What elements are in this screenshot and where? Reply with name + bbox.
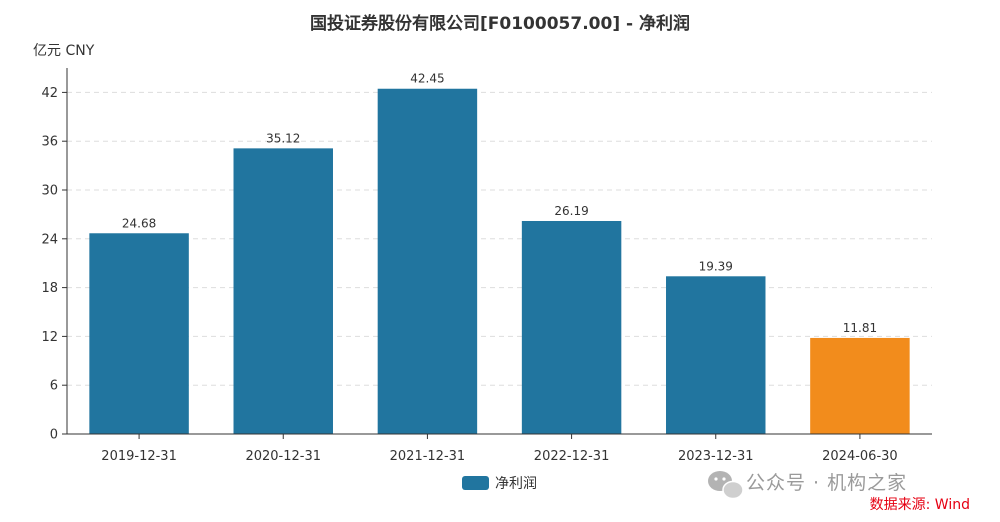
data-label: 19.39: [699, 259, 733, 273]
y-tick-label: 24: [41, 232, 58, 247]
legend-label: 净利润: [495, 476, 537, 492]
y-axis-unit: 亿元 CNY: [33, 43, 95, 59]
y-tick-label: 18: [41, 281, 58, 296]
y-tick-label: 42: [41, 86, 58, 101]
chart-title: 国投证券股份有限公司[F0100057.00] - 净利润: [310, 13, 690, 34]
wechat-icon: [708, 471, 744, 500]
data-label: 42.45: [410, 72, 444, 86]
x-tick-label: 2021-12-31: [390, 449, 466, 464]
bar-2022-12-31[interactable]: [521, 220, 622, 434]
x-tick-label: 2024-06-30: [822, 449, 898, 464]
watermark: 公众号 · 机构之家: [708, 471, 907, 500]
bar-2024-06-30[interactable]: [810, 337, 910, 434]
y-tick-label: 0: [50, 428, 58, 443]
bar-2021-12-31[interactable]: [377, 88, 478, 435]
bar-2020-12-31[interactable]: [233, 148, 333, 434]
x-tick-label: 2019-12-31: [101, 449, 177, 464]
y-tick-label: 6: [50, 379, 58, 394]
legend[interactable]: 净利润: [462, 476, 537, 492]
data-label: 35.12: [266, 131, 300, 145]
data-label: 11.81: [843, 321, 877, 335]
x-tick-label: 2023-12-31: [678, 449, 754, 464]
data-label: 26.19: [554, 204, 588, 218]
data-label: 24.68: [122, 216, 156, 230]
x-axis-ticks: 2019-12-31 2020-12-31 2021-12-31 2022-12-31…: [101, 434, 898, 464]
gridlines: [67, 91, 932, 386]
y-tick-label: 30: [41, 184, 58, 199]
watermark-text: 公众号 · 机构之家: [746, 472, 907, 494]
y-tick-label: 36: [41, 135, 58, 150]
source-note: 数据来源: Wind: [870, 497, 970, 513]
x-tick-label: 2020-12-31: [245, 449, 321, 464]
y-axis-ticks: 0 6 12 18 24 30 36 42: [41, 86, 67, 443]
bar-2019-12-31[interactable]: [89, 233, 189, 434]
legend-swatch: [462, 476, 489, 490]
y-tick-label: 12: [41, 330, 58, 345]
bars: [89, 88, 910, 435]
bar-2023-12-31[interactable]: [666, 276, 766, 434]
data-labels: 24.68 35.12 42.45 26.19 19.39 11.81: [122, 72, 877, 335]
x-tick-label: 2022-12-31: [534, 449, 610, 464]
